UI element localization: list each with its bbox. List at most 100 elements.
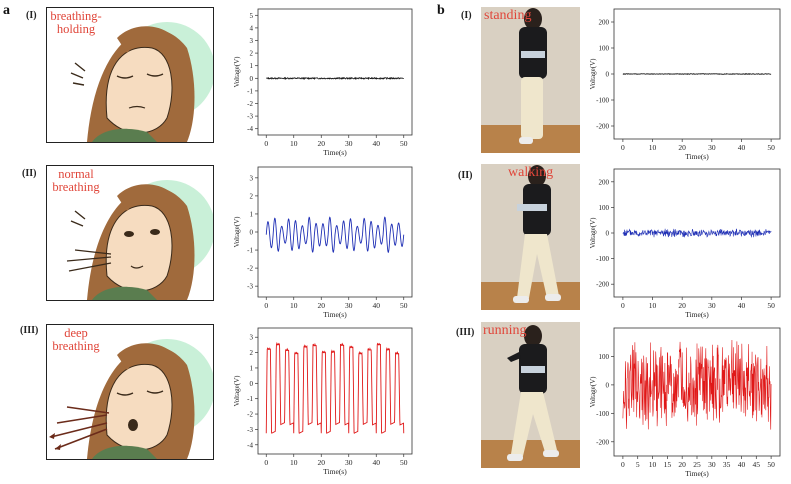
x-tick-label: 45 bbox=[753, 460, 761, 469]
x-tick-label: 40 bbox=[738, 460, 746, 469]
x-tick-label: 0 bbox=[621, 301, 625, 310]
x-tick-label: 40 bbox=[738, 143, 746, 152]
x-axis-label: Time(s) bbox=[685, 310, 709, 319]
normal-breathing-caption: normal breathing bbox=[52, 167, 100, 194]
y-tick-label: -4 bbox=[247, 125, 253, 133]
x-tick-label: 40 bbox=[373, 458, 381, 467]
running-voltage-chart: 0 5 10 15 20 25 30 35 40 45 50 100 0 -100 -200 Time(s) V… bbox=[589, 327, 781, 478]
standing-photo bbox=[481, 7, 580, 153]
y-tick-label: 1 bbox=[250, 364, 254, 372]
person-running-icon bbox=[481, 322, 580, 468]
y-tick-label: -1 bbox=[247, 87, 253, 95]
x-tick-label: 10 bbox=[649, 301, 657, 310]
panel-a-row3-numeral: (III) bbox=[20, 325, 39, 336]
signal-line bbox=[622, 339, 772, 430]
x-tick-label: 5 bbox=[636, 460, 640, 469]
y-tick-label: 0 bbox=[606, 71, 610, 79]
x-tick-label: 30 bbox=[345, 458, 353, 467]
x-tick-label: 30 bbox=[708, 460, 716, 469]
x-tick-label: 30 bbox=[708, 301, 716, 310]
x-tick-label: 25 bbox=[693, 460, 701, 469]
x-tick-label: 0 bbox=[264, 139, 268, 148]
x-tick-label: 30 bbox=[345, 139, 353, 148]
y-tick-label: 3 bbox=[250, 37, 254, 45]
y-tick-label: -3 bbox=[247, 283, 253, 291]
normal-breathing-illustration bbox=[46, 165, 214, 301]
y-tick-label: -200 bbox=[596, 123, 609, 131]
x-tick-label: 0 bbox=[621, 460, 625, 469]
x-tick-label: 0 bbox=[264, 458, 268, 467]
breath-holding-voltage-chart: 0 10 20 30 40 50543210-1-2-3-4Time(s)Voltage(… bbox=[233, 8, 413, 157]
signal-line bbox=[266, 76, 404, 81]
y-tick-label: -1 bbox=[247, 247, 253, 255]
y-axis-label: Voltage(V) bbox=[589, 376, 597, 408]
y-tick-label: -100 bbox=[596, 97, 609, 105]
y-tick-label: 3 bbox=[250, 334, 254, 342]
x-tick-label: 35 bbox=[723, 460, 731, 469]
x-tick-label: 30 bbox=[708, 143, 716, 152]
y-tick-label: -3 bbox=[247, 113, 253, 121]
deep-breathing-illustration bbox=[46, 324, 214, 460]
x-tick-label: 20 bbox=[318, 139, 326, 148]
x-tick-label: 50 bbox=[767, 301, 775, 310]
x-tick-label: 20 bbox=[318, 458, 326, 467]
x-tick-label: 20 bbox=[678, 301, 686, 310]
x-axis-label: Time(s) bbox=[685, 469, 709, 478]
deep-breathing-caption: deep breathing bbox=[52, 326, 100, 353]
panel-a-row2-numeral: (II) bbox=[22, 168, 37, 179]
y-tick-label: -4 bbox=[247, 441, 253, 449]
y-tick-label: 1 bbox=[250, 210, 254, 218]
running-photo bbox=[481, 322, 580, 468]
y-tick-label: -100 bbox=[596, 410, 609, 418]
walking-photo bbox=[481, 164, 580, 310]
x-tick-label: 20 bbox=[678, 460, 686, 469]
y-tick-label: 100 bbox=[599, 45, 610, 53]
y-tick-label: -100 bbox=[596, 255, 609, 263]
panel-a-row1-numeral: (I) bbox=[26, 10, 37, 21]
x-axis-label: Time(s) bbox=[323, 310, 347, 319]
signal-line bbox=[265, 216, 405, 254]
y-axis-label: Voltage(V) bbox=[589, 58, 597, 90]
x-tick-label: 10 bbox=[649, 143, 657, 152]
running-caption: running bbox=[483, 323, 527, 338]
x-axis-label: Time(s) bbox=[323, 148, 347, 157]
x-tick-label: 20 bbox=[318, 301, 326, 310]
panel-b-row3-numeral: (III) bbox=[456, 327, 475, 338]
y-tick-label: -2 bbox=[247, 265, 253, 273]
x-tick-label: 50 bbox=[767, 143, 775, 152]
x-tick-label: 40 bbox=[738, 301, 746, 310]
x-tick-label: 40 bbox=[373, 301, 381, 310]
y-tick-label: 5 bbox=[250, 12, 254, 20]
x-tick-label: 0 bbox=[264, 301, 268, 310]
x-tick-label: 15 bbox=[664, 460, 672, 469]
x-tick-label: 0 bbox=[621, 143, 625, 152]
x-tick-label: 50 bbox=[400, 139, 408, 148]
x-tick-label: 40 bbox=[373, 139, 381, 148]
y-tick-label: 2 bbox=[250, 349, 254, 357]
woman-face-icon bbox=[49, 339, 213, 459]
panel-b-row1-numeral: (I) bbox=[461, 10, 472, 21]
y-tick-label: 0 bbox=[250, 229, 254, 237]
y-tick-label: 1 bbox=[250, 62, 254, 70]
x-tick-label: 30 bbox=[345, 301, 353, 310]
x-tick-label: 10 bbox=[290, 301, 298, 310]
panel-b-row2-numeral: (II) bbox=[458, 170, 473, 181]
y-tick-label: -3 bbox=[247, 426, 253, 434]
y-tick-label: -1 bbox=[247, 395, 253, 403]
y-tick-label: 4 bbox=[250, 24, 254, 32]
y-tick-label: 0 bbox=[250, 380, 254, 388]
walking-caption: walking bbox=[508, 165, 554, 180]
person-walking-icon bbox=[481, 164, 580, 310]
plot-frame bbox=[257, 8, 413, 136]
woman-face-icon bbox=[70, 22, 213, 142]
signal-line bbox=[622, 73, 772, 76]
y-tick-label: 100 bbox=[599, 353, 610, 361]
x-tick-label: 50 bbox=[767, 460, 775, 469]
y-tick-label: 0 bbox=[606, 230, 610, 238]
y-tick-label: -2 bbox=[247, 100, 253, 108]
y-tick-label: 200 bbox=[599, 178, 610, 186]
walking-voltage-chart: 0 10 20 30 40 50 200 100 0 -100 -200 Time(s) Voltage… bbox=[589, 168, 781, 319]
y-axis-label: Voltage(V) bbox=[589, 217, 597, 249]
x-axis-label: Time(s) bbox=[685, 152, 709, 161]
